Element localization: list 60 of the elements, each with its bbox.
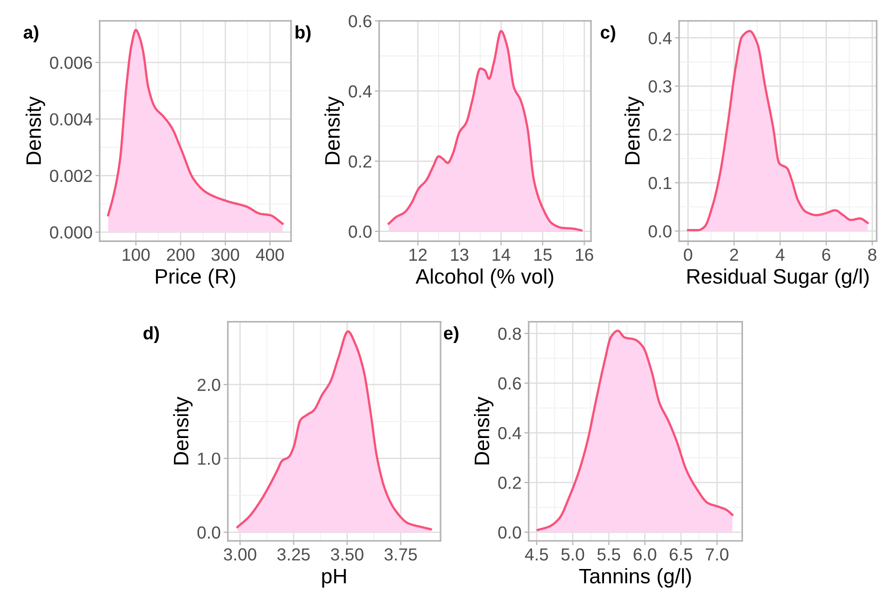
x-tick-label: 8 xyxy=(868,248,876,261)
x-axis-title: Alcohol (% vol) xyxy=(416,268,554,288)
y-tick-label: 0.0 xyxy=(498,526,522,539)
y-tick-label: 0.4 xyxy=(348,85,372,98)
x-tick-label: 3.50 xyxy=(330,548,364,561)
x-tick-label: 5.0 xyxy=(561,548,584,561)
y-tick-label: 0.4 xyxy=(498,426,522,440)
y-tick-label: 0.6 xyxy=(498,377,521,390)
chart-title: c) xyxy=(600,25,616,42)
y-tick-label: 0.2 xyxy=(498,476,521,489)
chart-title: b) xyxy=(296,25,311,42)
x-tick-label: 16 xyxy=(576,248,594,261)
y-tick-label: 0.0 xyxy=(197,526,220,539)
y-tick-label: 0.3 xyxy=(648,80,672,93)
x-tick-label: 3.00 xyxy=(224,548,256,561)
x-axis-title: Tannins (g/l) xyxy=(579,568,691,588)
y-tick-label: 0.006 xyxy=(50,56,92,69)
chart-title: d) xyxy=(144,326,159,344)
y-tick-label: 2.0 xyxy=(198,378,220,392)
x-tick-label: 6.5 xyxy=(670,548,692,561)
y-tick-label: 0.1 xyxy=(648,176,672,190)
x-tick-label: 3.75 xyxy=(384,548,417,561)
chart-title: a) xyxy=(24,25,38,42)
y-tick-label: 0.2 xyxy=(348,155,372,168)
x-tick-label: 13 xyxy=(451,248,468,261)
x-tick-label: 15 xyxy=(534,248,552,261)
y-tick-label: 0.8 xyxy=(498,328,521,340)
chart-title: e) xyxy=(444,326,458,344)
y-tick-label: 0.2 xyxy=(648,128,672,141)
y-tick-label: 0.6 xyxy=(348,15,372,28)
x-axis-title: pH xyxy=(322,568,346,588)
x-tick-label: 2 xyxy=(730,248,738,261)
x-tick-label: 200 xyxy=(166,248,194,261)
y-tick-label: 0.4 xyxy=(648,32,672,44)
x-tick-label: 0 xyxy=(684,248,692,261)
x-axis-title: Price (R) xyxy=(156,268,236,288)
x-tick-label: 400 xyxy=(256,248,284,261)
y-tick-label: 0.000 xyxy=(50,226,92,239)
y-tick-label: 0.0 xyxy=(348,226,372,238)
y-axis-title: Density xyxy=(624,96,644,164)
x-tick-label: 4.5 xyxy=(525,548,548,561)
x-tick-label: 6 xyxy=(822,248,830,261)
y-axis-title: Density xyxy=(474,396,494,464)
y-tick-label: 1.0 xyxy=(198,452,220,465)
x-axis-title: Residual Sugar (g/l) xyxy=(688,268,869,288)
x-tick-label: 300 xyxy=(211,248,240,261)
x-tick-label: 3.25 xyxy=(277,548,310,561)
x-tick-label: 12 xyxy=(410,248,427,261)
y-axis-title: Density xyxy=(26,96,46,164)
y-tick-label: 0.0 xyxy=(648,225,672,238)
x-tick-label: 7.0 xyxy=(706,548,728,561)
y-axis-title: Density xyxy=(324,96,344,164)
x-tick-label: 6.0 xyxy=(634,548,656,561)
y-axis-title: Density xyxy=(173,396,193,464)
x-tick-label: 5.5 xyxy=(597,548,620,561)
y-tick-label: 0.002 xyxy=(50,170,92,182)
x-tick-label: 4 xyxy=(776,248,784,261)
x-tick-label: 100 xyxy=(122,248,150,261)
y-tick-label: 0.004 xyxy=(50,113,92,126)
x-tick-label: 14 xyxy=(492,248,510,261)
